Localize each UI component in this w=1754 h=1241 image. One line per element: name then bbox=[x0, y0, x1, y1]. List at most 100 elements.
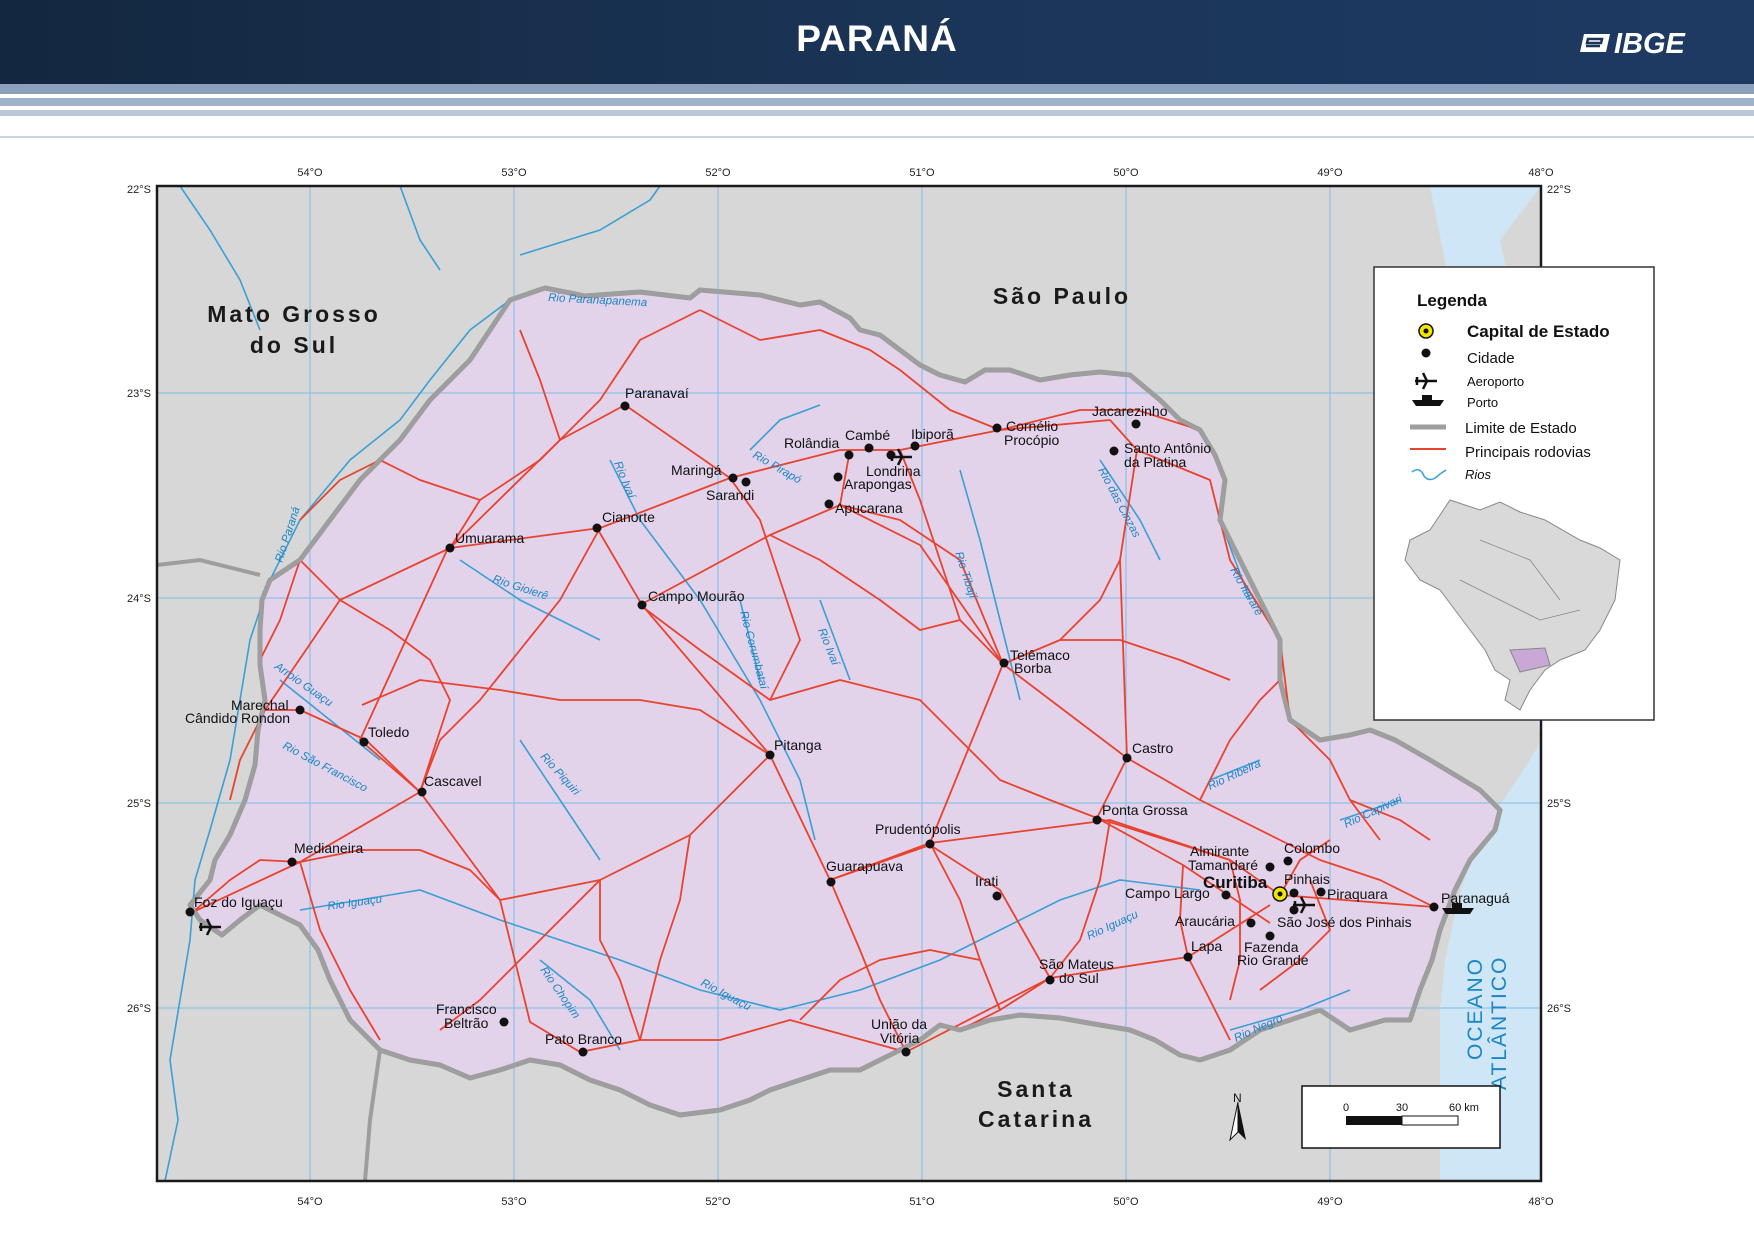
city-dot-icon bbox=[765, 750, 775, 760]
city-label: Lapa bbox=[1191, 938, 1222, 954]
city-label: Pato Branco bbox=[545, 1031, 622, 1047]
city-dot-icon bbox=[741, 477, 751, 487]
city-label: Maringá bbox=[671, 462, 722, 478]
city-label: Ponta Grossa bbox=[1102, 802, 1188, 818]
lon-label-top: 51°O bbox=[909, 167, 935, 179]
city-dot-icon bbox=[1265, 862, 1275, 872]
city-label: Castro bbox=[1132, 740, 1173, 756]
city-label: Vitória bbox=[880, 1030, 920, 1046]
airport-icon bbox=[199, 918, 221, 936]
neighbor-label-sc: Catarina bbox=[978, 1106, 1094, 1132]
lon-label-top: 48°O bbox=[1528, 167, 1554, 179]
airplane-icon bbox=[1415, 372, 1437, 390]
city-dot-icon bbox=[925, 839, 935, 849]
state-boundary-sc bbox=[363, 1049, 382, 1181]
city-dot-icon bbox=[1316, 887, 1326, 897]
city-dot-icon bbox=[728, 473, 738, 483]
city-layer: Paranavaí Maringá Sarandi Rolândia Cambé… bbox=[185, 385, 1510, 1057]
city-dot-icon bbox=[417, 787, 427, 797]
city-label: Paranavaí bbox=[625, 385, 689, 401]
city-label: Campo Largo bbox=[1125, 885, 1210, 901]
city-dot-icon bbox=[901, 1047, 911, 1057]
brazil-locator-map bbox=[1404, 499, 1621, 711]
city-label: Rio Grande bbox=[1237, 952, 1309, 968]
city-dot-icon bbox=[1045, 975, 1055, 985]
city-label: São José dos Pinhais bbox=[1277, 914, 1412, 930]
city-dot-icon bbox=[1289, 905, 1299, 915]
scale-bar: 0 30 60 km bbox=[1301, 1085, 1501, 1149]
city-dot-icon bbox=[844, 450, 854, 460]
city-label: do Sul bbox=[1059, 970, 1099, 986]
north-arrow-icon bbox=[1229, 1101, 1246, 1142]
city-label: União da bbox=[871, 1016, 927, 1032]
city-dot-icon bbox=[1421, 348, 1431, 358]
city-dot-icon bbox=[499, 1017, 509, 1027]
capital-label: Curitiba bbox=[1203, 873, 1268, 892]
legend-item-label: Rios bbox=[1465, 467, 1492, 482]
river-label: Rio Paranapanema bbox=[548, 292, 648, 309]
city-dot-icon bbox=[1092, 815, 1102, 825]
city-label: Almirante bbox=[1190, 843, 1249, 859]
lon-label-top: 54°O bbox=[297, 167, 323, 179]
city-dot-icon bbox=[1183, 952, 1193, 962]
river-icon bbox=[1411, 469, 1447, 481]
legend-item-label: Limite de Estado bbox=[1465, 420, 1577, 437]
city-label: Campo Mourão bbox=[648, 588, 745, 604]
lat-label-left: 25°S bbox=[127, 798, 151, 810]
city-dot-icon bbox=[637, 600, 647, 610]
lon-label-bottom: 53°O bbox=[501, 1196, 527, 1208]
city-label: Procópio bbox=[1004, 432, 1059, 448]
capital-marker-icon bbox=[1272, 886, 1288, 902]
city-dot-icon bbox=[1283, 856, 1293, 866]
city-label: Londrina bbox=[866, 463, 921, 479]
city-label: da Platina bbox=[1124, 454, 1186, 470]
city-dot-icon bbox=[1265, 931, 1275, 941]
city-dot-icon bbox=[824, 499, 834, 509]
scale-tick: 60 km bbox=[1449, 1102, 1479, 1114]
lon-label-bottom: 52°O bbox=[705, 1196, 731, 1208]
city-label: Araucária bbox=[1175, 913, 1235, 929]
city-dot-icon bbox=[445, 543, 455, 553]
city-label: Cianorte bbox=[602, 509, 655, 525]
city-label: Tamandaré bbox=[1188, 857, 1258, 873]
city-label: Cambé bbox=[845, 427, 890, 443]
header-stripe bbox=[0, 98, 1754, 106]
city-dot-icon bbox=[1122, 753, 1132, 763]
city-label: São Mateus bbox=[1039, 956, 1114, 972]
city-dot-icon bbox=[1429, 902, 1439, 912]
lon-label-top: 52°O bbox=[705, 167, 731, 179]
city-label: Apucarana bbox=[835, 500, 903, 516]
header-stripe bbox=[0, 110, 1754, 116]
lon-label-top: 50°O bbox=[1113, 167, 1139, 179]
neighbor-label-ms: Mato Grosso bbox=[207, 301, 381, 327]
ocean-label-line2: ATLÂNTICO bbox=[1488, 956, 1511, 1090]
scale-tick: 30 bbox=[1396, 1102, 1408, 1114]
city-label: Jacarezinho bbox=[1092, 403, 1168, 419]
neighbor-label-ms: do Sul bbox=[250, 332, 338, 358]
city-label: Marechal bbox=[231, 697, 289, 713]
legend-item-label: Principais rodovias bbox=[1465, 444, 1591, 461]
city-dot-icon bbox=[295, 705, 305, 715]
neighbor-label-sp: São Paulo bbox=[993, 283, 1131, 309]
city-label: Telêmaco bbox=[1010, 647, 1070, 663]
city-dot-icon bbox=[992, 891, 1002, 901]
legend-item-label: Cidade bbox=[1467, 350, 1515, 367]
city-label: Cascavel bbox=[424, 773, 482, 789]
ibge-logo-text: IBGE bbox=[1614, 28, 1687, 60]
lon-label-bottom: 54°O bbox=[297, 1196, 323, 1208]
lat-label-left: 23°S bbox=[127, 388, 151, 400]
city-label: Colombo bbox=[1284, 840, 1340, 856]
city-dot-icon bbox=[578, 1047, 588, 1057]
city-label: Toledo bbox=[368, 724, 409, 740]
lon-label-bottom: 49°O bbox=[1317, 1196, 1343, 1208]
city-label: Paranaguá bbox=[1441, 890, 1510, 906]
city-dot-icon bbox=[1221, 890, 1231, 900]
legend-panel: Legenda Capital de Estado Cidade Aeropor… bbox=[1373, 266, 1655, 721]
city-label: Pitanga bbox=[774, 737, 822, 753]
lon-label-top: 49°O bbox=[1317, 167, 1343, 179]
city-label: Sarandi bbox=[706, 487, 754, 503]
city-dot-icon bbox=[592, 523, 602, 533]
city-dot-icon bbox=[992, 423, 1002, 433]
city-dot-icon bbox=[999, 658, 1009, 668]
